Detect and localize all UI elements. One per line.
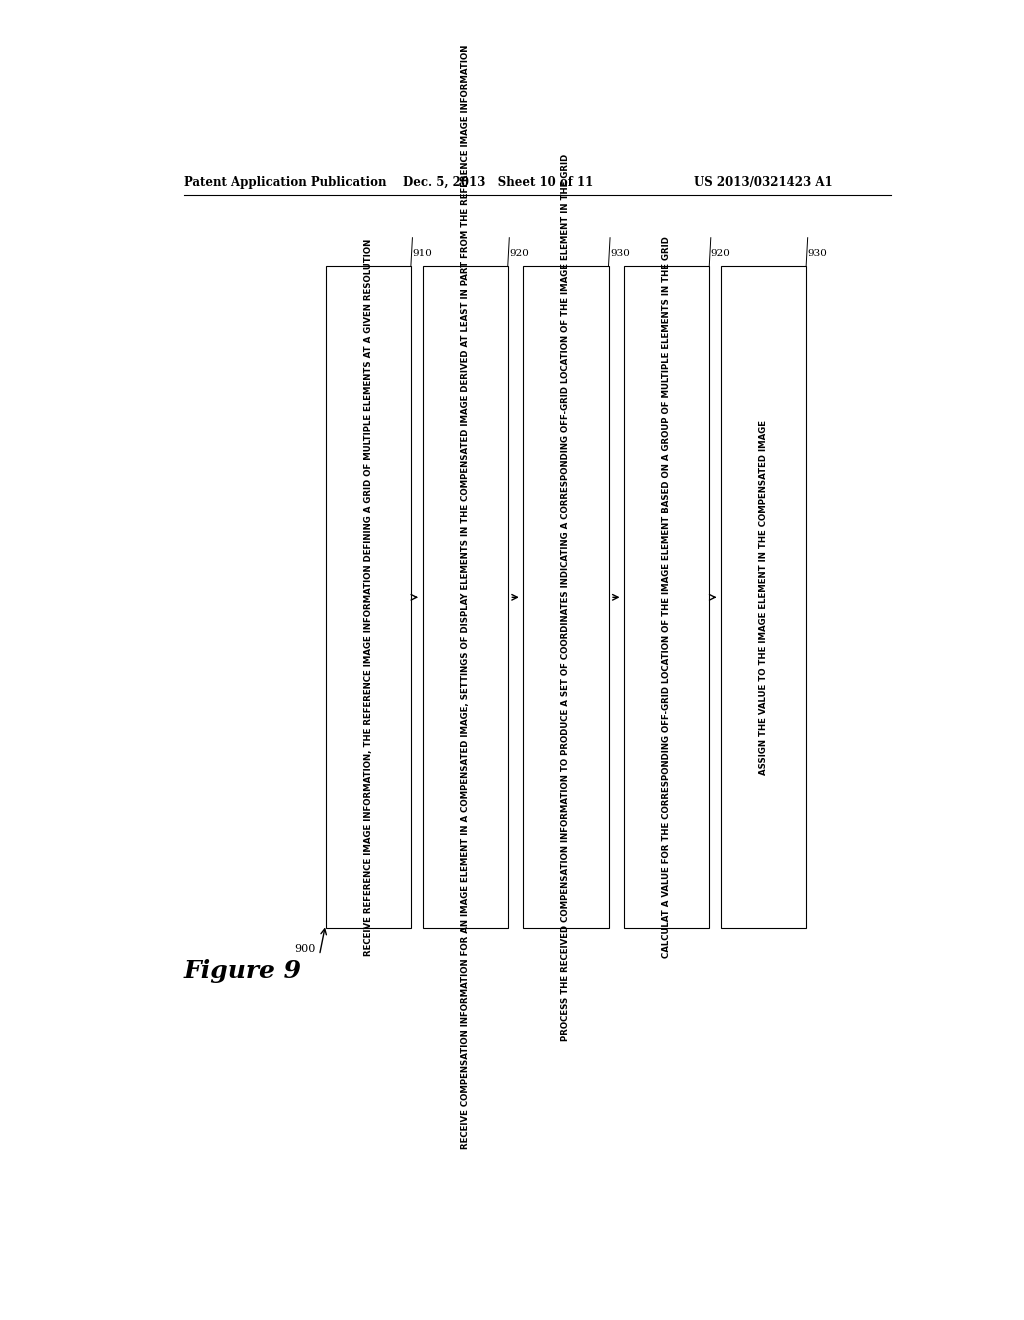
Bar [326,267,411,928]
Text: RECEIVE REFERENCE IMAGE INFORMATION, THE REFERENCE IMAGE INFORMATION DEFINING A : RECEIVE REFERENCE IMAGE INFORMATION, THE… [364,239,373,956]
Text: CALCULAT A VALUE FOR THE CORRESPONDING OFF-GRID LOCATION OF THE IMAGE ELEMENT BA: CALCULAT A VALUE FOR THE CORRESPONDING O… [663,236,671,958]
Text: 930: 930 [610,249,630,259]
Text: 930: 930 [808,249,827,259]
Text: 900: 900 [294,944,315,954]
Bar [523,267,608,928]
Text: 920: 920 [711,249,731,259]
Text: Patent Application Publication: Patent Application Publication [183,176,386,189]
Text: US 2013/0321423 A1: US 2013/0321423 A1 [693,176,833,189]
Bar [624,267,710,928]
Bar [423,267,508,928]
Text: Figure 9: Figure 9 [183,960,302,983]
Bar [721,267,806,928]
Text: ASSIGN THE VALUE TO THE IMAGE ELEMENT IN THE COMPENSATED IMAGE: ASSIGN THE VALUE TO THE IMAGE ELEMENT IN… [759,420,768,775]
Text: RECEIVE COMPENSATION INFORMATION FOR AN IMAGE ELEMENT IN A COMPENSATED IMAGE, SE: RECEIVE COMPENSATION INFORMATION FOR AN … [461,45,470,1150]
Text: 910: 910 [413,249,432,259]
Text: Dec. 5, 2013   Sheet 10 of 11: Dec. 5, 2013 Sheet 10 of 11 [403,176,593,189]
Text: 920: 920 [509,249,529,259]
Text: PROCESS THE RECEIVED COMPENSATION INFORMATION TO PRODUCE A SET OF COORDINATES IN: PROCESS THE RECEIVED COMPENSATION INFORM… [561,153,570,1041]
